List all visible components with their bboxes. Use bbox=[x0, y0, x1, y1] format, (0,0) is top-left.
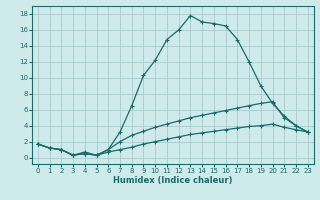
X-axis label: Humidex (Indice chaleur): Humidex (Indice chaleur) bbox=[113, 176, 233, 185]
